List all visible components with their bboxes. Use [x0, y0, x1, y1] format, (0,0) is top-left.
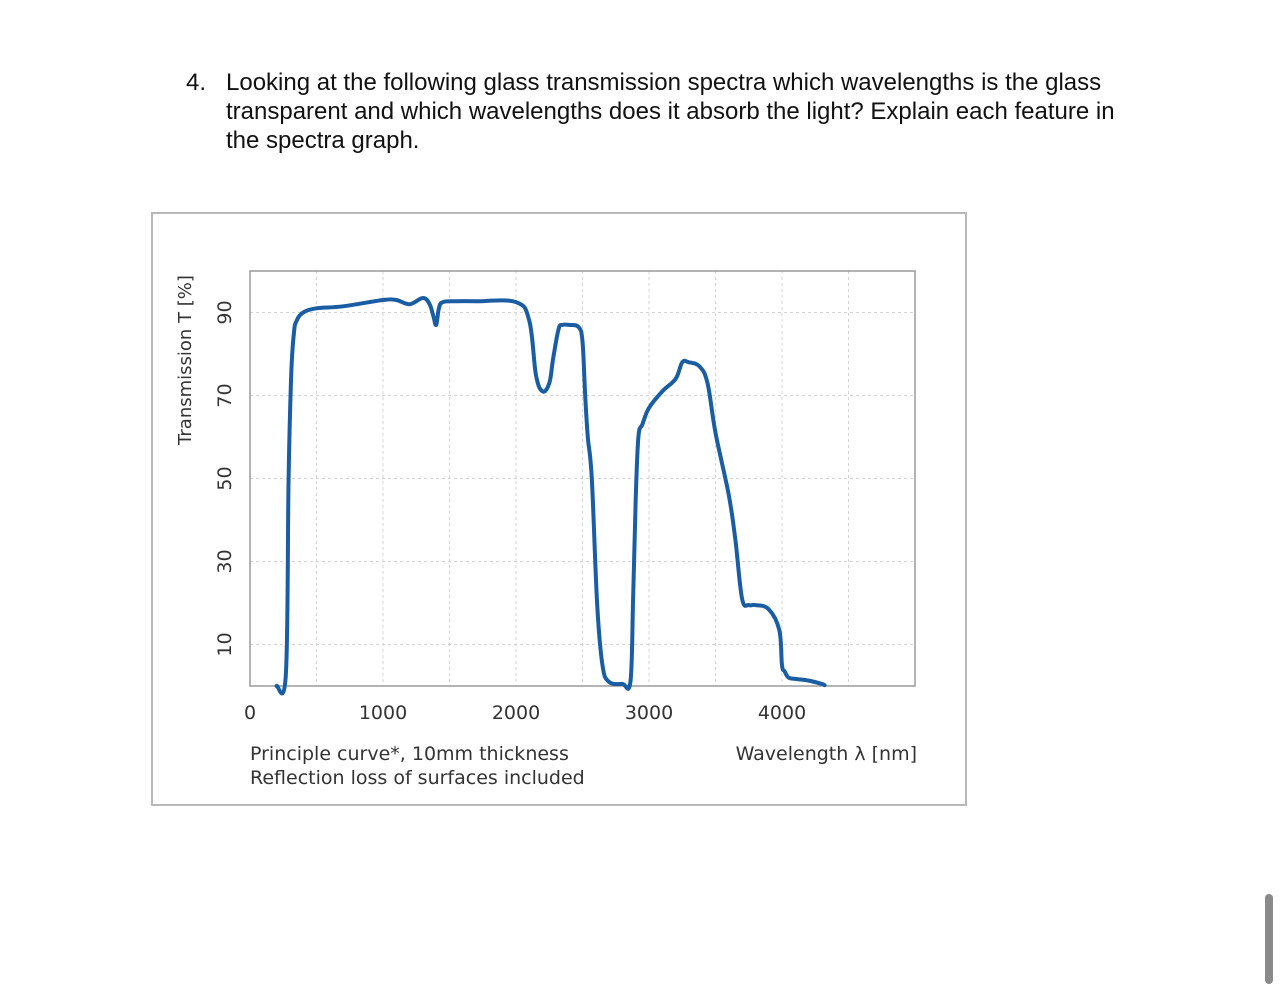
y-tick-label: 50 [214, 466, 236, 490]
y-tick-label: 70 [214, 383, 236, 407]
vertical-scrollbar[interactable] [1265, 894, 1273, 984]
x-tick-label: 4000 [758, 702, 806, 724]
x-tick-label: 3000 [625, 702, 673, 724]
x-tick-label: 0 [244, 702, 256, 724]
x-axis-label: Wavelength λ [nm] [736, 743, 917, 765]
question: 4. Looking at the following glass transm… [186, 68, 1146, 155]
transmission-chart: 0 1000 2000 3000 4000 10 30 50 70 90 Transmission… [175, 270, 917, 789]
tick-labels: 0 1000 2000 3000 4000 10 30 50 70 90 [214, 300, 806, 724]
y-tick-label: 10 [214, 632, 236, 656]
x-tick-label: 1000 [359, 702, 407, 724]
note-line-2: Reflection loss of surfaces included [250, 767, 585, 789]
note-line-1: Principle curve*, 10mm thickness [250, 743, 569, 765]
y-tick-label: 90 [214, 300, 236, 324]
y-axis-label: Transmission T [%] [175, 275, 196, 446]
plot-area [249, 270, 916, 687]
x-tick-label: 2000 [492, 702, 540, 724]
transmission-curve [274, 296, 827, 696]
question-number: 4. [186, 69, 207, 96]
spectrum-figure: 0 1000 2000 3000 4000 10 30 50 70 90 Transmission… [151, 212, 967, 806]
grid [250, 271, 915, 686]
question-text: Looking at the following glass transmiss… [226, 69, 1115, 154]
y-tick-label: 30 [214, 549, 236, 573]
